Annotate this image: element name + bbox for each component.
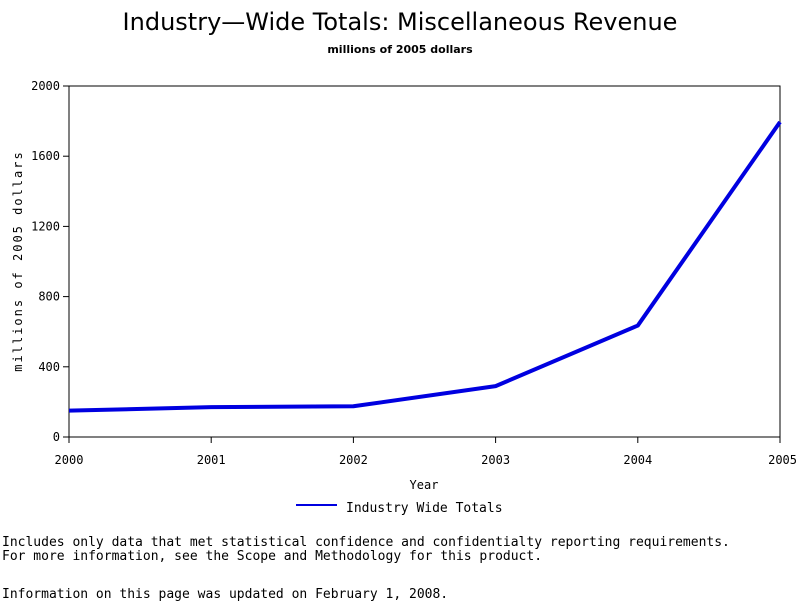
x-axis: 2000 2001 2002 2003 2004 2005 xyxy=(55,437,797,467)
x-tick-label: 2005 xyxy=(768,453,797,467)
chart-subtitle: millions of 2005 dollars xyxy=(327,43,473,56)
legend: Industry Wide Totals xyxy=(296,501,503,516)
footnote-updated: Information on this page was updated on … xyxy=(2,587,449,602)
y-tick-label: 1600 xyxy=(31,149,60,163)
x-tick-label: 2002 xyxy=(339,453,368,467)
series-line-industry-wide-totals xyxy=(68,120,782,413)
chart-title: Industry—Wide Totals: Miscellaneous Reve… xyxy=(123,8,678,36)
y-tick-label: 0 xyxy=(53,430,60,444)
x-tick-label: 2001 xyxy=(197,453,226,467)
plot-frame xyxy=(68,85,781,438)
x-tick-label: 2000 xyxy=(55,453,84,467)
y-tick-label: 800 xyxy=(38,290,60,304)
x-axis-label: Year xyxy=(410,478,439,492)
footnote-methodology: For more information, see the Scope and … xyxy=(2,549,543,564)
y-axis-label: millions of 2005 dollars xyxy=(11,150,25,371)
line-chart: Industry—Wide Totals: Miscellaneous Reve… xyxy=(11,8,797,516)
footnote-confidence: Includes only data that met statistical … xyxy=(2,535,730,550)
x-tick-label: 2003 xyxy=(481,453,510,467)
x-tick-label: 2004 xyxy=(623,453,652,467)
y-tick-label: 1200 xyxy=(31,219,60,233)
legend-label: Industry Wide Totals xyxy=(346,501,503,516)
y-tick-label: 2000 xyxy=(31,79,60,93)
y-axis: 0 400 800 1200 1600 2000 xyxy=(31,79,69,444)
y-tick-label: 400 xyxy=(38,360,60,374)
